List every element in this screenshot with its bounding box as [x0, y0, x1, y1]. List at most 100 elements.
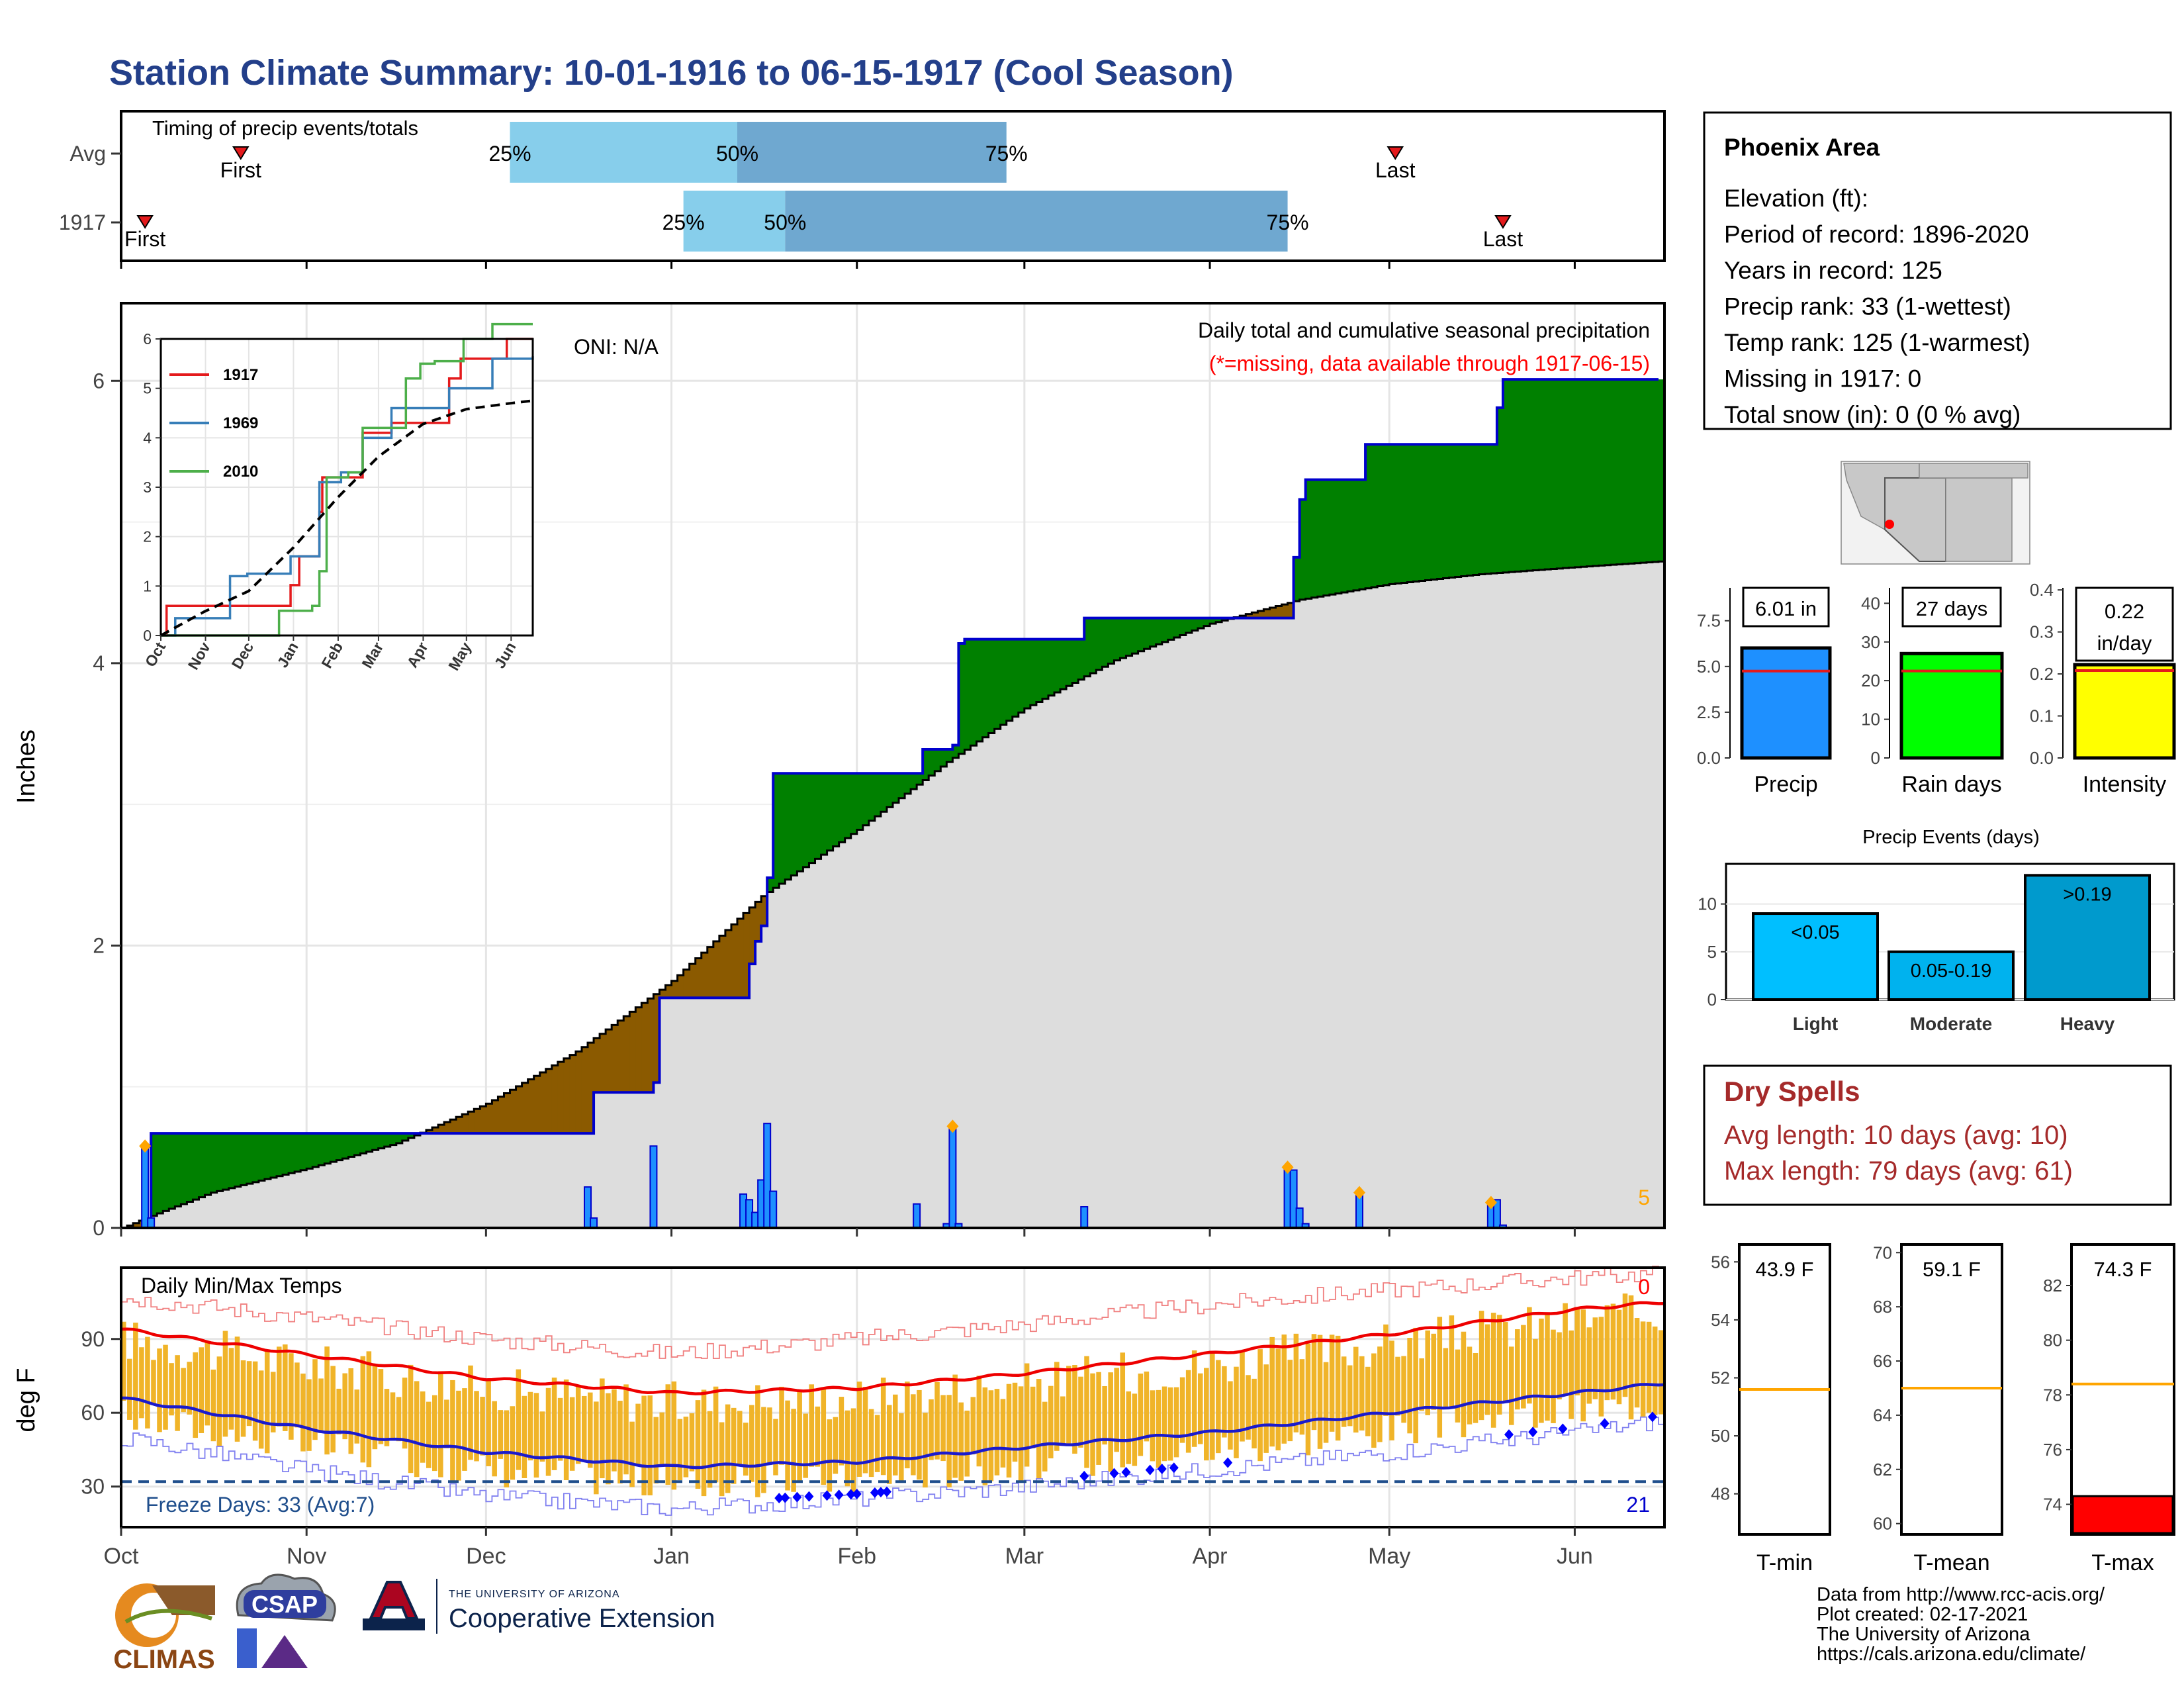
surplus-slice — [1173, 618, 1181, 637]
surplus-slice — [988, 639, 995, 733]
summary-tick-label: 0.0 — [1697, 748, 1721, 768]
temp-bar-tick-label: 64 — [1873, 1405, 1892, 1425]
deficit-slice — [522, 1082, 529, 1134]
daily-precip-bar — [590, 1217, 598, 1229]
daily-temp-range-bar — [486, 1380, 491, 1467]
daily-temp-range-bar — [1275, 1348, 1281, 1451]
daily-temp-range-bar — [749, 1405, 754, 1482]
surplus-slice — [1610, 379, 1617, 565]
surplus-slice — [396, 1133, 403, 1144]
station-detail-line: Precip rank: 33 (1-wettest) — [1724, 293, 2011, 320]
daily-temp-range-bar — [324, 1346, 330, 1455]
surplus-slice — [193, 1133, 200, 1200]
surplus-slice — [163, 1133, 169, 1211]
summary-tick-label: 0 — [1871, 748, 1880, 768]
surplus-slice — [1138, 618, 1145, 651]
temp-panel: 30 60 90 deg F Daily Min/Max Temps Freeze Day… — [13, 1266, 1666, 1528]
deficit-slice — [450, 1119, 457, 1134]
temp-bar-tick-label: 54 — [1711, 1310, 1730, 1330]
station-detail-line: Missing in 1917: 0 — [1724, 365, 1921, 393]
daily-temp-range-bar — [1431, 1333, 1437, 1410]
daily-temp-range-bar — [1467, 1346, 1473, 1425]
record-low-marker — [792, 1491, 802, 1503]
footer-credit-line: Data from http://www.rcc-acis.org/ — [1817, 1584, 2105, 1605]
deficit-slice — [647, 998, 655, 1093]
surplus-slice — [886, 773, 893, 808]
surplus-slice — [1437, 444, 1444, 579]
daily-temp-range-bar — [1012, 1382, 1018, 1462]
surplus-slice — [1449, 444, 1456, 578]
surplus-slice — [324, 1133, 331, 1164]
surplus-slice — [958, 643, 966, 754]
daily-temp-range-bar — [923, 1413, 928, 1488]
surplus-slice — [821, 773, 828, 855]
surplus-slice — [1490, 444, 1498, 574]
daily-temp-range-bar — [893, 1394, 898, 1476]
x-tick-label: Jun — [1557, 1544, 1593, 1569]
surplus-slice — [264, 1133, 271, 1180]
heavy-event-marker — [1484, 1196, 1497, 1209]
events-bar-light — [1752, 912, 1879, 1002]
daily-temp-range-bar — [1449, 1315, 1455, 1408]
surplus-slice — [1156, 618, 1163, 645]
summary-tick-label: 2.5 — [1697, 702, 1721, 722]
summary-tick-label: 0.1 — [2030, 706, 2054, 726]
surplus-slice — [1323, 479, 1330, 596]
surplus-slice — [874, 773, 882, 817]
csap-badge — [244, 1590, 326, 1618]
daily-temp-range-bar — [689, 1413, 695, 1472]
daily-temp-range-bar — [163, 1344, 168, 1430]
deficit-slice — [761, 896, 768, 926]
footer: Data from http://www.rcc-acis.org/Plot c… — [113, 1573, 2105, 1674]
deficit-slice — [629, 1011, 636, 1093]
temp-bar-tick-label: 78 — [2043, 1385, 2062, 1405]
csap-logo-text: CSAP — [251, 1591, 318, 1618]
inset-legend-label: 1969 — [223, 414, 258, 432]
surplus-slice — [1179, 618, 1187, 635]
summary-bar-2 — [2073, 663, 2176, 760]
surplus-slice — [1317, 479, 1324, 597]
timing-q25-label: 25% — [488, 142, 531, 165]
daily-temp-range-bar — [1240, 1350, 1245, 1442]
daily-temp-range-bar — [289, 1353, 294, 1440]
daily-temp-range-bar — [181, 1368, 186, 1413]
daily-precip-bar — [141, 1145, 150, 1229]
daily-temp-range-bar — [1078, 1376, 1083, 1448]
daily-temp-range-bar — [1006, 1383, 1012, 1478]
daily-temp-range-bar — [1586, 1327, 1592, 1404]
dry-spells-max: Max length: 79 days (avg: 61) — [1724, 1156, 2073, 1186]
temp-y-axis-title: deg F — [13, 1368, 40, 1432]
daily-temp-range-bar — [899, 1413, 904, 1481]
deficit-slice — [545, 1068, 553, 1134]
daily-temp-range-bar — [432, 1395, 437, 1472]
timing-last-label: Last — [1375, 158, 1416, 182]
daily-temp-range-bar — [779, 1386, 784, 1465]
daily-temp-range-bar — [1622, 1293, 1628, 1397]
daily-temp-range-bar — [1114, 1368, 1119, 1452]
daily-temp-range-bar — [1610, 1303, 1616, 1400]
daily-temp-range-bar — [1377, 1346, 1383, 1442]
daily-temp-range-bar — [199, 1347, 205, 1433]
daily-temp-range-bar — [1108, 1372, 1113, 1472]
daily-temp-range-bar — [1179, 1377, 1185, 1443]
page-title: Station Climate Summary: 10-01-1916 to 0… — [109, 53, 1234, 93]
surplus-slice — [306, 1133, 313, 1169]
daily-temp-range-bar — [414, 1381, 420, 1477]
summary-bar-1 — [1899, 651, 2004, 760]
temp-bar-tick-label: 68 — [1873, 1297, 1892, 1317]
surplus-slice — [1197, 618, 1205, 629]
summary-value-text: 0.22 — [2105, 600, 2144, 623]
daily-temp-range-bar — [827, 1419, 833, 1492]
surplus-slice — [295, 1133, 301, 1172]
surplus-slice — [1634, 379, 1641, 563]
daily-temp-range-bar — [581, 1395, 587, 1462]
surplus-slice — [1377, 444, 1384, 586]
daily-temp-range-bar — [1096, 1372, 1101, 1465]
daily-temp-range-bar — [905, 1382, 910, 1469]
daily-temp-range-bar — [1102, 1385, 1107, 1445]
summary-bars: 0.0 2.5 5.0 7.5 6.01 in Precip 0 10 20 30 40 27 day… — [1697, 580, 2176, 797]
daily-temp-range-bar — [1054, 1362, 1060, 1451]
inset-y-tick-label: 0 — [143, 627, 152, 644]
surplus-slice — [1484, 444, 1492, 574]
inset-y-tick-label: 3 — [143, 479, 152, 496]
